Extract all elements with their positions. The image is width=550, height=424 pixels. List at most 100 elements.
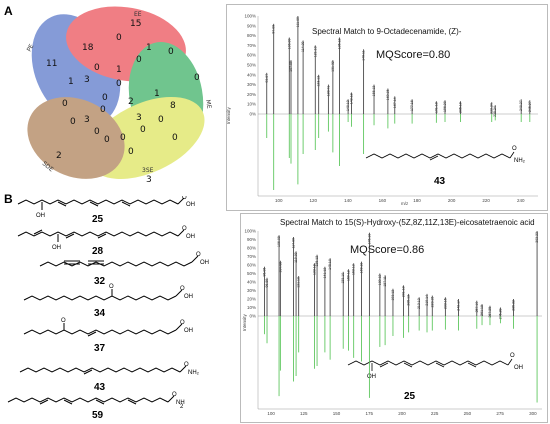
y-tick-label: 0% bbox=[249, 112, 256, 117]
spectrum-peak-label: 93.07 bbox=[265, 74, 269, 83]
spectrum-bottom-mqscore: MQScore=0.86 bbox=[350, 244, 424, 256]
venn-count: 0 bbox=[94, 127, 100, 137]
venn-count: 1 bbox=[154, 89, 160, 99]
venn-count: 1 bbox=[116, 65, 122, 75]
compound-number-43: 43 bbox=[94, 382, 106, 393]
spectrum-peak-label: 187.11 bbox=[383, 276, 387, 286]
double-bond bbox=[97, 233, 107, 239]
double-bond bbox=[379, 362, 389, 368]
venn-label-ee: EE bbox=[134, 11, 142, 18]
venn-count: 0 bbox=[94, 63, 100, 73]
double-bond bbox=[429, 155, 439, 161]
x-tick-label: 125 bbox=[300, 411, 308, 416]
atom-label: O bbox=[510, 353, 515, 359]
y-tick-label: 80% bbox=[247, 246, 256, 251]
venn-count: 0 bbox=[120, 133, 126, 143]
double-bond bbox=[121, 201, 131, 207]
spectrum-peak-label: 107.09 bbox=[289, 61, 293, 72]
double-bond bbox=[83, 369, 93, 375]
spectrum-peak-label: 183.12 bbox=[378, 274, 382, 285]
x-tick-label: 275 bbox=[496, 411, 504, 416]
y-tick-label: 60% bbox=[247, 53, 256, 58]
carbonyl-bond bbox=[191, 255, 199, 263]
x-tick-label: 100 bbox=[267, 411, 275, 416]
spectrum-peak-label: 191.18 bbox=[434, 102, 438, 113]
venn-count: 0 bbox=[168, 47, 174, 57]
x-tick-label: 300 bbox=[529, 411, 537, 416]
double-bond bbox=[33, 229, 43, 235]
atom-label: O bbox=[180, 286, 185, 292]
y-tick-label: 20% bbox=[247, 297, 256, 302]
y-tick-label: 100% bbox=[244, 14, 256, 19]
venn-count: 0 bbox=[194, 73, 200, 83]
atom-label: OH bbox=[184, 294, 193, 300]
spectrum-peak-label: 219.14 bbox=[425, 295, 429, 306]
venn-count: 8 bbox=[170, 101, 176, 111]
spectrum-top-mqscore: MQScore=0.80 bbox=[376, 49, 450, 61]
spectrum-peak-label: 213.13 bbox=[417, 298, 421, 309]
atom-label: NH bbox=[176, 400, 185, 406]
double-bond bbox=[87, 331, 97, 337]
venn-diagram: PE EE ME 3SE SDE 11 15 18 0 1 0 0 1 3 1 … bbox=[26, 6, 213, 185]
spectrum-peak-label: 135.12 bbox=[315, 256, 319, 267]
spectrum-bottom-y-axis-title: Intensity bbox=[242, 313, 247, 331]
spectrum-peak-label: 123.12 bbox=[317, 76, 321, 87]
x-tick-label: 150 bbox=[333, 411, 341, 416]
spectrum-peak-label: 261.18 bbox=[480, 305, 484, 316]
venn-count: 0 bbox=[128, 147, 134, 157]
x-tick-label: 160 bbox=[379, 198, 387, 203]
spectrum-peak-label: 140.13 bbox=[346, 100, 350, 111]
atom-label: O bbox=[172, 392, 177, 398]
spectrum-peak-label: 121.13 bbox=[313, 46, 317, 57]
spectrum-peak-label: 275.20 bbox=[498, 308, 502, 319]
x-tick-label: 225 bbox=[431, 411, 439, 416]
x-tick-label: 250 bbox=[464, 411, 472, 416]
spectrum-top-compound-number: 43 bbox=[434, 176, 446, 187]
carbonyl-bond bbox=[175, 289, 183, 297]
structure-chain bbox=[17, 199, 179, 205]
atom-label: OH bbox=[36, 213, 45, 219]
x-tick-label: 240 bbox=[517, 198, 525, 203]
spectrum-top-title: Spectral Match to 9-Octadecenamide, (Z)- bbox=[312, 27, 462, 36]
venn-count: 15 bbox=[130, 19, 141, 29]
atom-label: OH bbox=[184, 328, 193, 334]
venn-count: 1 bbox=[68, 77, 74, 87]
y-tick-label: 70% bbox=[247, 254, 256, 259]
spectrum-peak-label: 285.22 bbox=[511, 300, 515, 311]
spectrum-peak-label: 205.19 bbox=[459, 102, 463, 113]
spectrum-peak-label: 155.10 bbox=[341, 273, 345, 284]
atom-label: OH bbox=[200, 260, 209, 266]
spectrum-peak-label: 107.08 bbox=[278, 262, 282, 273]
double-bond bbox=[435, 362, 445, 368]
spectrum-top-x-axis-title: m/z bbox=[401, 201, 409, 206]
carbonyl-bond bbox=[509, 151, 515, 159]
double-bond bbox=[95, 399, 105, 405]
carbonyl-bond bbox=[177, 197, 185, 205]
y-tick-label: 40% bbox=[247, 72, 256, 77]
spectrum-peak-label: 257.19 bbox=[475, 302, 479, 313]
venn-count: 0 bbox=[62, 99, 68, 109]
spectrum-bottom-structure-chain bbox=[347, 360, 509, 366]
spectrum-bottom-chart: Spectral Match to 15(S)-Hydroxy-(5Z,8Z,1… bbox=[242, 218, 542, 416]
y-tick-label: 100% bbox=[244, 229, 256, 234]
spectrum-peak-label: 97.09 bbox=[272, 25, 276, 34]
venn-label-me: ME bbox=[204, 99, 212, 109]
x-tick-label: 180 bbox=[413, 198, 421, 203]
spectrum-peak-label: 193.12 bbox=[391, 290, 395, 301]
compound-number-59: 59 bbox=[92, 410, 104, 421]
atom-label: O bbox=[196, 252, 201, 258]
double-bond bbox=[39, 399, 49, 405]
structure-chain bbox=[23, 295, 177, 301]
atom-label: O bbox=[182, 226, 187, 232]
structure-chain bbox=[23, 329, 177, 335]
venn-label-3se: 3SE bbox=[142, 167, 154, 174]
atom-label: OH bbox=[367, 374, 376, 380]
atom-label: OH bbox=[52, 245, 61, 251]
venn-count: 0 bbox=[70, 117, 76, 127]
atom-label: O bbox=[184, 362, 189, 368]
spectrum-peak-label: 133.10 bbox=[312, 264, 316, 275]
spectrum-peak-label: 155.13 bbox=[372, 86, 376, 97]
atom-label: O bbox=[109, 284, 114, 290]
spectrum-peak-label: 205.12 bbox=[407, 295, 411, 306]
spectrum-top-y-axis-title: Intensity bbox=[226, 106, 231, 124]
